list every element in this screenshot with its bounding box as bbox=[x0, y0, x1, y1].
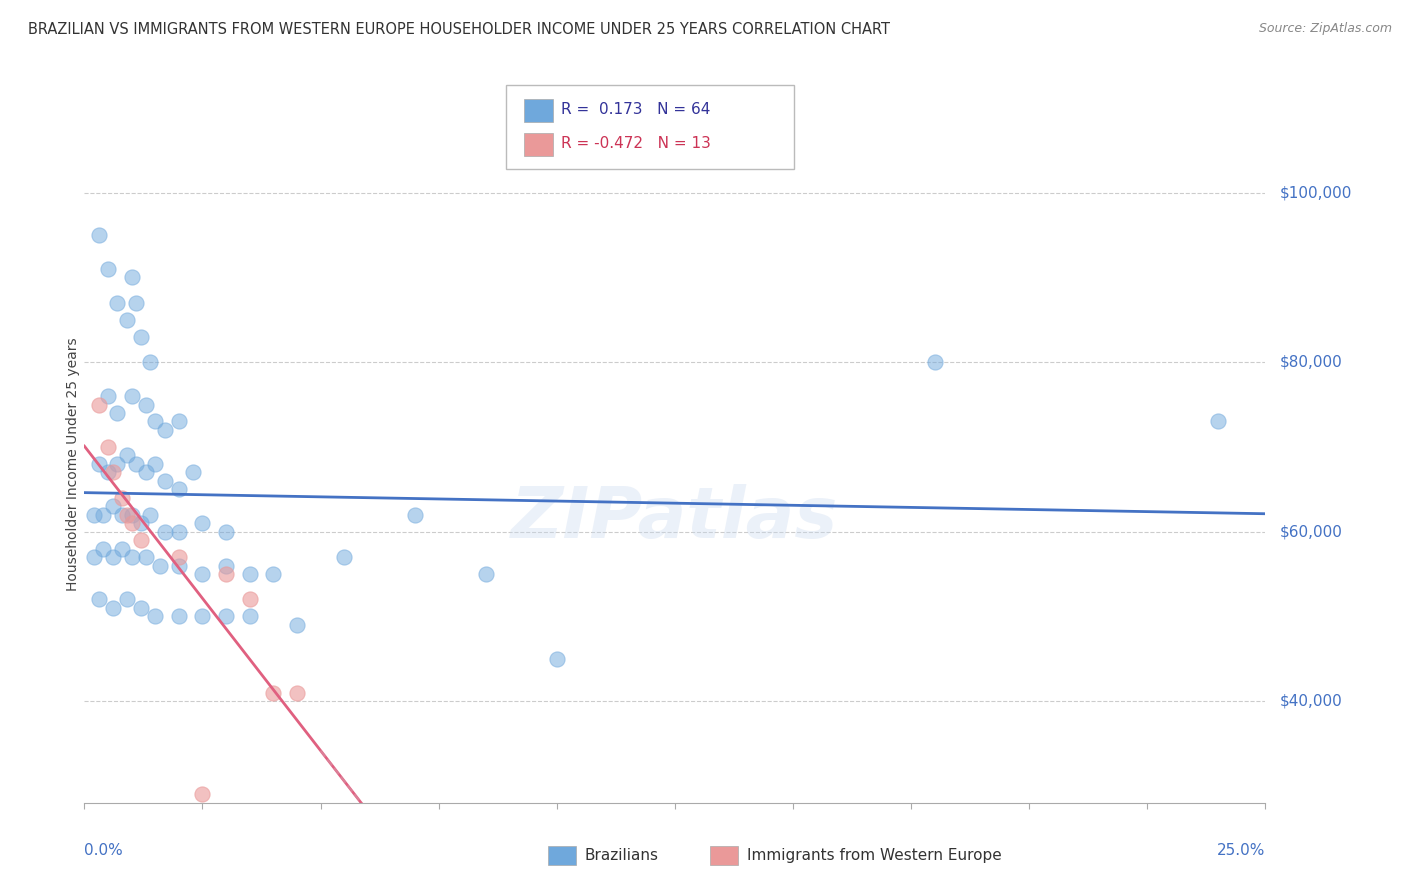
Text: $40,000: $40,000 bbox=[1279, 694, 1343, 708]
Point bbox=[111, 541, 134, 556]
Point bbox=[215, 558, 238, 573]
Point bbox=[149, 558, 172, 573]
Point bbox=[87, 397, 110, 411]
Point bbox=[107, 295, 129, 310]
Point bbox=[191, 516, 214, 530]
Point bbox=[191, 788, 214, 801]
Point bbox=[333, 549, 356, 565]
Point bbox=[107, 457, 129, 471]
Text: $60,000: $60,000 bbox=[1279, 524, 1343, 539]
Point bbox=[101, 466, 124, 480]
Point bbox=[97, 262, 120, 277]
Point bbox=[87, 227, 110, 242]
Point bbox=[153, 524, 176, 539]
Point bbox=[1206, 414, 1229, 428]
Point bbox=[129, 533, 152, 547]
Point bbox=[121, 389, 143, 403]
Point bbox=[191, 609, 214, 624]
Text: 0.0%: 0.0% bbox=[84, 844, 124, 858]
Point bbox=[924, 355, 946, 369]
Point bbox=[167, 482, 190, 496]
Point bbox=[121, 549, 143, 565]
Text: Source: ZipAtlas.com: Source: ZipAtlas.com bbox=[1258, 22, 1392, 36]
Point bbox=[129, 601, 152, 615]
Point bbox=[83, 549, 105, 565]
Point bbox=[135, 397, 157, 411]
Point bbox=[239, 567, 262, 582]
Point bbox=[101, 499, 124, 513]
Point bbox=[101, 549, 124, 565]
Point bbox=[262, 567, 284, 582]
Point bbox=[125, 295, 148, 310]
Point bbox=[285, 617, 308, 632]
Point bbox=[167, 549, 190, 565]
Point bbox=[115, 312, 138, 326]
Point bbox=[111, 508, 134, 522]
Point bbox=[143, 457, 166, 471]
Point bbox=[87, 592, 110, 607]
Point bbox=[101, 601, 124, 615]
Point bbox=[262, 685, 284, 699]
Point bbox=[135, 466, 157, 480]
Point bbox=[215, 567, 238, 582]
Point bbox=[97, 466, 120, 480]
Point bbox=[139, 508, 162, 522]
Point bbox=[143, 414, 166, 428]
Point bbox=[129, 329, 152, 343]
Point bbox=[191, 567, 214, 582]
Point bbox=[181, 466, 204, 480]
Point bbox=[121, 516, 143, 530]
Text: $100,000: $100,000 bbox=[1279, 186, 1351, 200]
Text: BRAZILIAN VS IMMIGRANTS FROM WESTERN EUROPE HOUSEHOLDER INCOME UNDER 25 YEARS CO: BRAZILIAN VS IMMIGRANTS FROM WESTERN EUR… bbox=[28, 22, 890, 37]
Point bbox=[135, 549, 157, 565]
Point bbox=[107, 406, 129, 420]
Point bbox=[115, 448, 138, 462]
Point bbox=[475, 567, 498, 582]
Point bbox=[167, 609, 190, 624]
Point bbox=[239, 592, 262, 607]
Point bbox=[111, 491, 134, 505]
Text: 25.0%: 25.0% bbox=[1218, 844, 1265, 858]
Text: $80,000: $80,000 bbox=[1279, 355, 1343, 369]
Text: ZIPatlas: ZIPatlas bbox=[512, 483, 838, 552]
Y-axis label: Householder Income Under 25 years: Householder Income Under 25 years bbox=[66, 337, 80, 591]
Point bbox=[546, 651, 568, 665]
Text: Immigrants from Western Europe: Immigrants from Western Europe bbox=[747, 848, 1001, 863]
Point bbox=[153, 423, 176, 437]
Point bbox=[239, 609, 262, 624]
Point bbox=[285, 685, 308, 699]
Text: Brazilians: Brazilians bbox=[585, 848, 659, 863]
Point bbox=[121, 508, 143, 522]
Point bbox=[143, 609, 166, 624]
Point bbox=[115, 508, 138, 522]
Point bbox=[167, 558, 190, 573]
Point bbox=[125, 457, 148, 471]
Point bbox=[91, 508, 114, 522]
Point bbox=[139, 355, 162, 369]
Text: R =  0.173   N = 64: R = 0.173 N = 64 bbox=[561, 103, 710, 117]
Point bbox=[97, 389, 120, 403]
Text: R = -0.472   N = 13: R = -0.472 N = 13 bbox=[561, 136, 711, 151]
Point bbox=[167, 524, 190, 539]
Point bbox=[87, 457, 110, 471]
Point bbox=[129, 516, 152, 530]
Point bbox=[83, 508, 105, 522]
Point bbox=[404, 508, 426, 522]
Point bbox=[97, 440, 120, 454]
Point bbox=[91, 541, 114, 556]
Point bbox=[215, 609, 238, 624]
Point bbox=[121, 270, 143, 285]
Point bbox=[167, 414, 190, 428]
Point bbox=[115, 592, 138, 607]
Point bbox=[215, 524, 238, 539]
Point bbox=[153, 474, 176, 488]
